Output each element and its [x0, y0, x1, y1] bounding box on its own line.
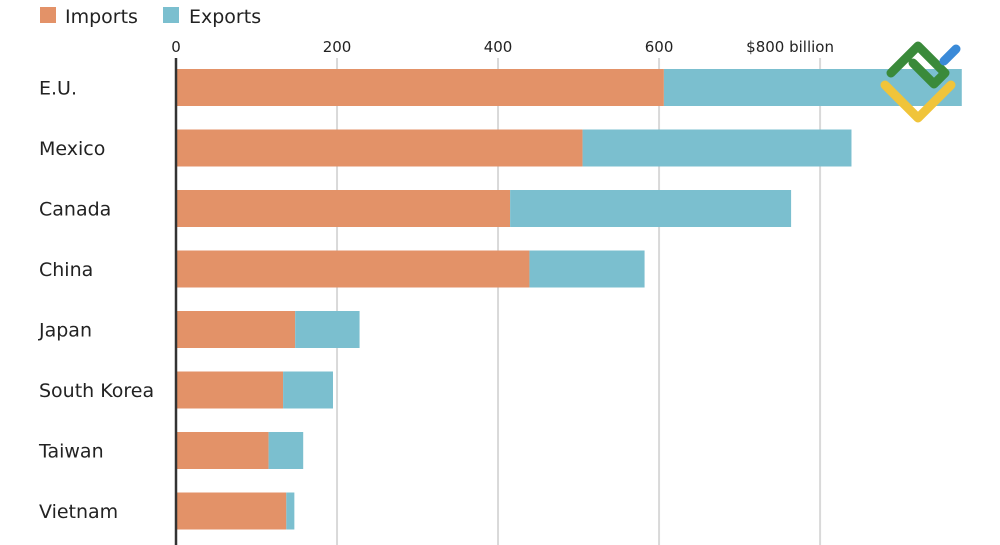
category-label-japan: Japan — [38, 320, 92, 342]
category-label-e-u: E.U. — [39, 78, 77, 100]
x-tick-label-600: 600 — [645, 38, 674, 56]
bar-exports-china — [529, 250, 645, 288]
x-tick-label-800: $800 billion — [746, 38, 834, 56]
category-label-mexico: Mexico — [39, 138, 105, 160]
bar-exports-canada — [510, 190, 792, 227]
bar-imports-japan — [176, 311, 296, 348]
bar-imports-e-u — [176, 69, 664, 106]
legend-label-exports: Exports — [189, 6, 261, 28]
bar-imports-canada — [176, 190, 511, 227]
x-tick-label-400: 400 — [484, 38, 513, 56]
category-labels: E.U. Mexico Canada China Japan South Korea Tai… — [38, 78, 154, 524]
bar-exports-taiwan — [268, 432, 304, 469]
legend-swatch-exports — [163, 7, 179, 23]
logo-arrow-blue — [939, 44, 961, 66]
logo-arrow-green — [886, 41, 950, 89]
x-axis-ticks: 0 200 400 600 $800 billion — [171, 38, 834, 56]
x-tick-label-0: 0 — [171, 38, 181, 56]
bar-imports-vietnam — [176, 492, 287, 530]
category-label-south-korea: South Korea — [39, 380, 154, 402]
legend-swatch-imports — [40, 7, 56, 23]
bars — [176, 69, 962, 530]
bar-imports-south-korea — [176, 371, 284, 409]
category-label-canada: Canada — [39, 199, 111, 221]
legend-label-imports: Imports — [65, 6, 138, 28]
category-label-taiwan: Taiwan — [38, 441, 104, 463]
bar-imports-china — [176, 250, 530, 288]
legend: Imports Exports — [40, 6, 261, 28]
category-label-vietnam: Vietnam — [39, 501, 118, 523]
bar-exports-e-u — [663, 69, 962, 106]
x-tick-label-200: 200 — [323, 38, 352, 56]
watermark-logo — [880, 41, 961, 123]
bar-exports-japan — [295, 311, 360, 348]
bar-exports-south-korea — [283, 371, 333, 409]
bar-imports-taiwan — [176, 432, 269, 469]
bar-exports-vietnam — [286, 492, 295, 530]
logo-arrow-yellow — [880, 80, 956, 123]
category-label-china: China — [39, 259, 93, 281]
bar-exports-mexico — [582, 129, 852, 167]
bar-imports-mexico — [176, 129, 583, 167]
